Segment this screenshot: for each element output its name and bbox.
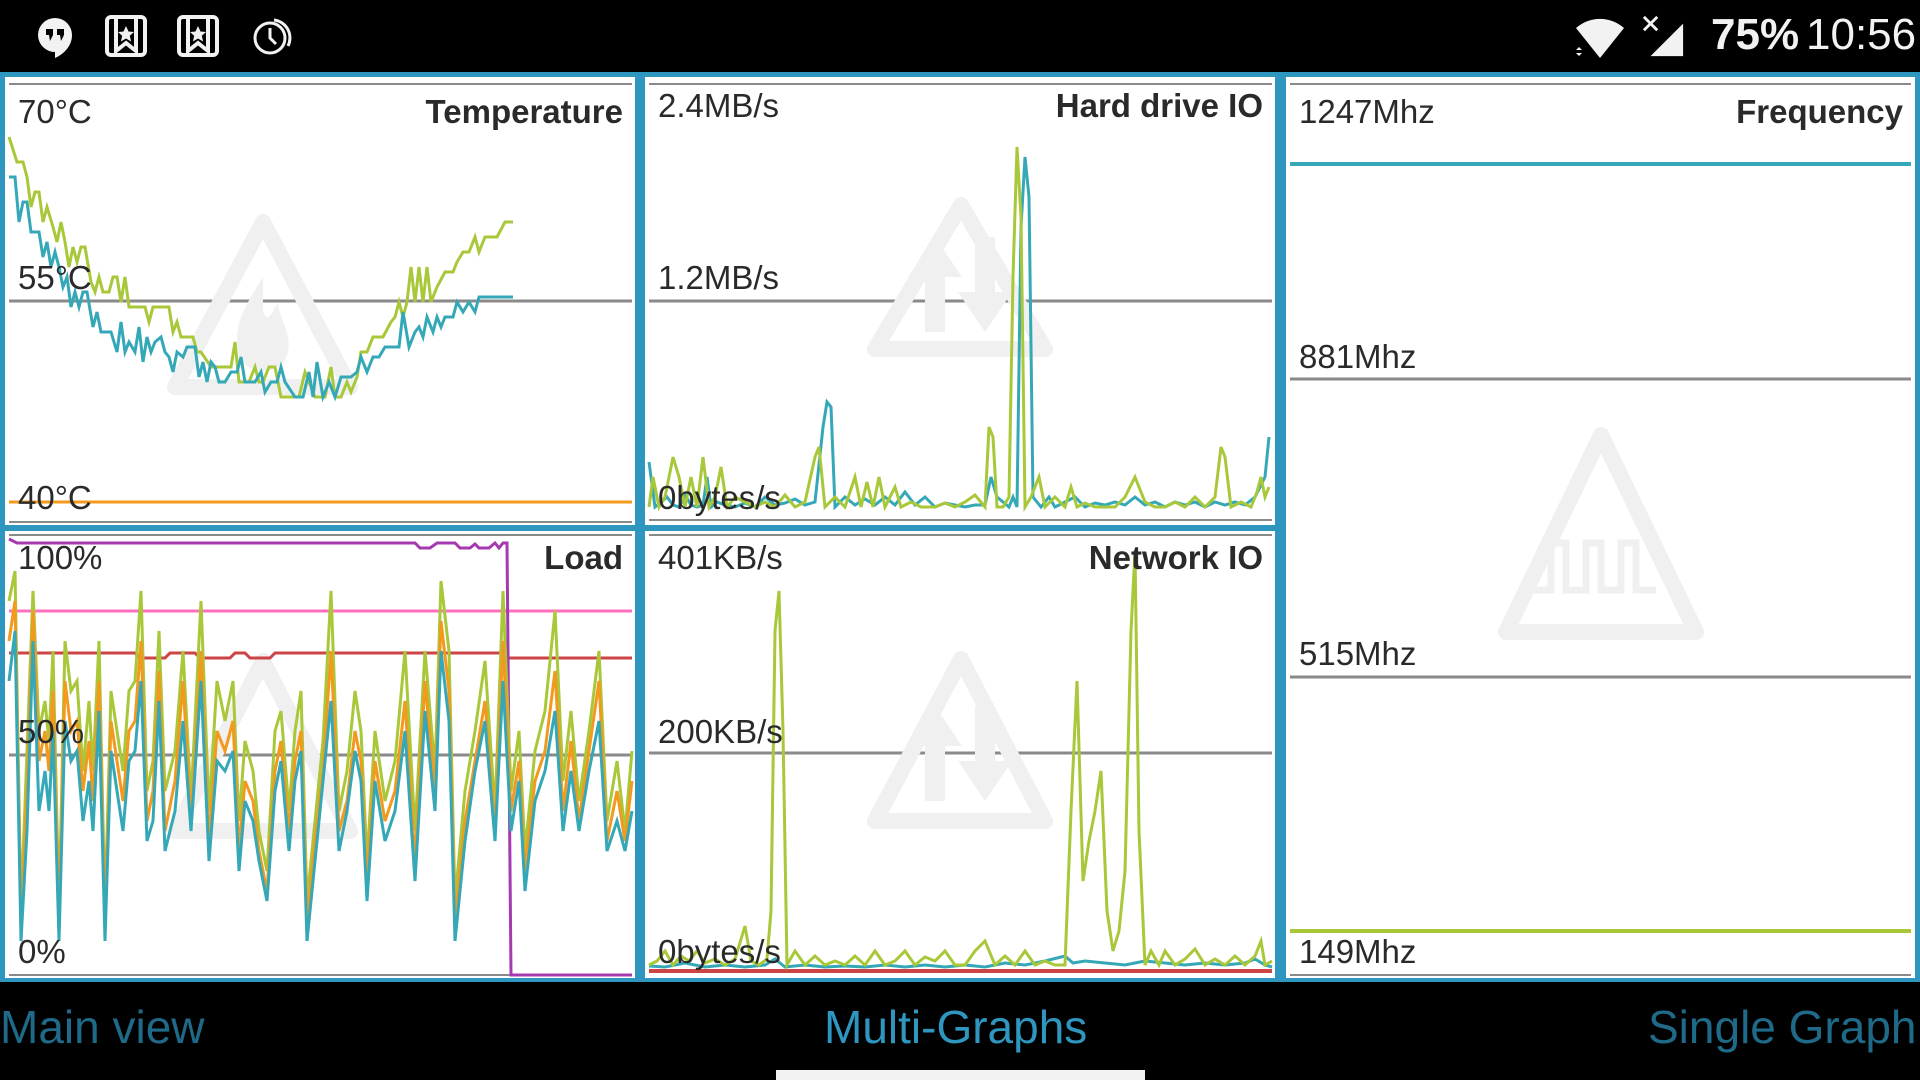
panel-title: Load (544, 539, 623, 576)
tab-multi-graphs[interactable]: Multi-Graphs (824, 1001, 1088, 1053)
y-axis-label-1247: 1247Mhz (1299, 93, 1435, 130)
y-axis-mid-label: 200KB/s (658, 713, 783, 750)
y-axis-mid-label: 50% (18, 713, 85, 750)
panel-title: Frequency (1736, 93, 1903, 130)
y-axis-mid-label: 1.2MB/s (658, 259, 780, 296)
timer-icon (253, 18, 292, 55)
status-bar: 75% 10:56 (0, 0, 1920, 72)
y-axis-max-label: 2.4MB/s (658, 87, 780, 124)
bookmark-star-icon (177, 15, 219, 57)
y-axis-max-label: 100% (18, 539, 103, 576)
y-axis-label-515: 515Mhz (1299, 635, 1417, 672)
panel-title: Network IO (1088, 539, 1263, 576)
y-axis-label-881: 881Mhz (1299, 338, 1417, 375)
network-io-chart (648, 534, 1273, 973)
clock: 10:56 (1806, 10, 1917, 59)
io-arrows-watermark-icon (867, 651, 1053, 829)
panel-title: Temperature (425, 93, 623, 130)
y-axis-max-label: 70°C (18, 93, 92, 130)
load-chart (7, 534, 634, 977)
battery-percentage: 75% (1711, 10, 1800, 59)
tab-main-view[interactable]: Main view (0, 1001, 205, 1053)
y-axis-label-149: 149Mhz (1299, 933, 1417, 970)
load-panel[interactable]: 100% 50% 0% Load (5, 531, 635, 978)
y-axis-mid-label: 55°C (18, 259, 92, 296)
tab-single-graph[interactable]: Single Graph (1648, 1001, 1917, 1053)
io-arrows-watermark-icon (867, 197, 1053, 357)
y-axis-max-label: 401KB/s (658, 539, 783, 576)
y-axis-min-label: 0bytes/s (658, 933, 781, 970)
hangouts-icon (38, 18, 72, 58)
active-tab-indicator (776, 1070, 1145, 1080)
temperature-chart (7, 83, 632, 523)
wifi-icon (1576, 18, 1624, 58)
temperature-panel[interactable]: 70°C 55°C 40°C Temperature (5, 77, 635, 525)
hard-drive-io-panel[interactable]: 2.4MB/s 1.2MB/s 0bytes/s Hard drive IO (645, 77, 1275, 525)
bottom-tab-bar: Main view Multi-Graphs Single Graph (0, 982, 1920, 1080)
cell-signal-no-service-icon (1642, 15, 1684, 57)
bookmark-star-icon (105, 15, 147, 57)
square-wave-watermark-icon (1498, 427, 1704, 640)
fire-warning-watermark-icon (167, 214, 358, 395)
frequency-panel[interactable]: 1247Mhz 881Mhz 515Mhz 149Mhz Frequency (1286, 77, 1915, 978)
network-io-panel[interactable]: 401KB/s 200KB/s 0bytes/s Network IO (645, 531, 1275, 978)
y-axis-min-label: 0% (18, 933, 66, 970)
multi-graph-grid: 70°C 55°C 40°C Temperature 2.4MB/s 1.2MB… (0, 72, 1920, 982)
panel-title: Hard drive IO (1055, 87, 1263, 124)
load-watermark-icon (167, 653, 358, 839)
frequency-chart (1290, 83, 1911, 976)
y-axis-min-label: 0bytes/s (658, 479, 781, 516)
y-axis-min-label: 40°C (18, 479, 92, 516)
hard-drive-io-chart (647, 83, 1272, 521)
